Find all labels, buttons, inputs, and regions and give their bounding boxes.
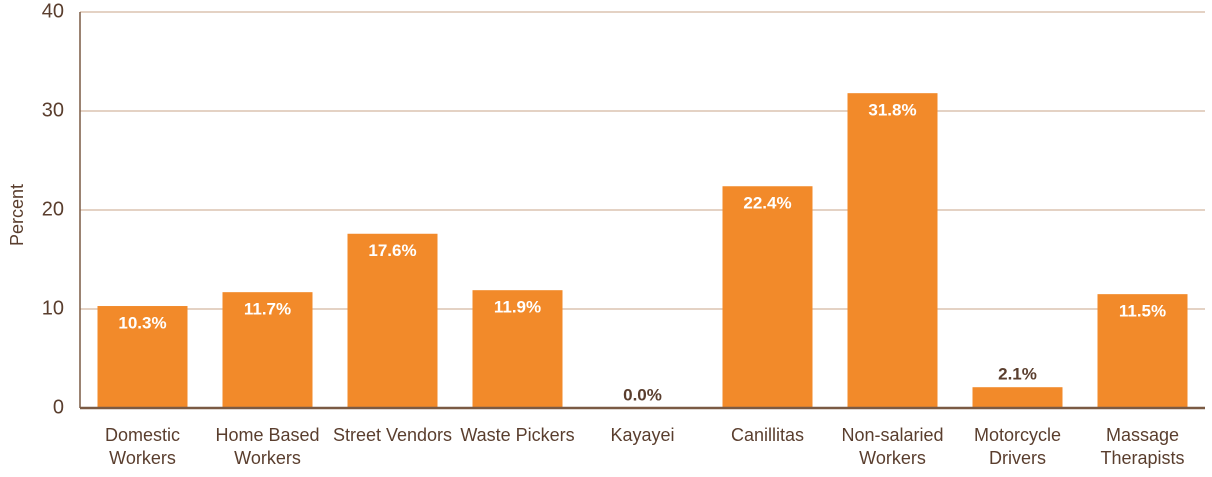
bar [222,292,313,408]
bar [1097,294,1188,408]
x-tick-label: Motorcycle Drivers [973,425,1062,468]
bar [722,186,813,408]
x-tick-label: Non-salaried Workers [841,425,944,468]
value-label: 2.1% [998,365,1037,384]
x-tick-label: Street Vendors [332,425,453,445]
bar [97,306,188,408]
value-label: 11.5% [1119,302,1166,321]
x-tick-label: Canillitas [730,425,805,445]
value-label: 0.0% [623,385,662,404]
bar [972,387,1063,408]
x-tick-label: Massage Therapists [1100,425,1185,468]
value-label: 22.4% [743,194,791,213]
bar [472,290,563,408]
value-label: 31.8% [868,101,916,120]
x-tick-label: Waste Pickers [460,425,575,445]
bar [347,233,438,408]
x-tick-label: Kayayei [610,425,675,445]
y-axis-label: Percent [7,184,27,246]
y-tick-label: 20 [42,198,64,220]
x-tick-label: Home Based Workers [215,425,320,468]
bar [847,93,938,409]
y-tick-label: 0 [53,396,64,418]
y-tick-label: 10 [42,297,64,319]
value-label: 11.7% [244,300,291,319]
value-label: 17.6% [368,241,416,260]
y-tick-label: 40 [42,0,64,22]
x-tick-label: Domestic Workers [104,425,180,468]
value-label: 10.3% [118,314,166,333]
y-tick-label: 30 [42,99,64,121]
value-label: 11.9% [494,298,541,317]
